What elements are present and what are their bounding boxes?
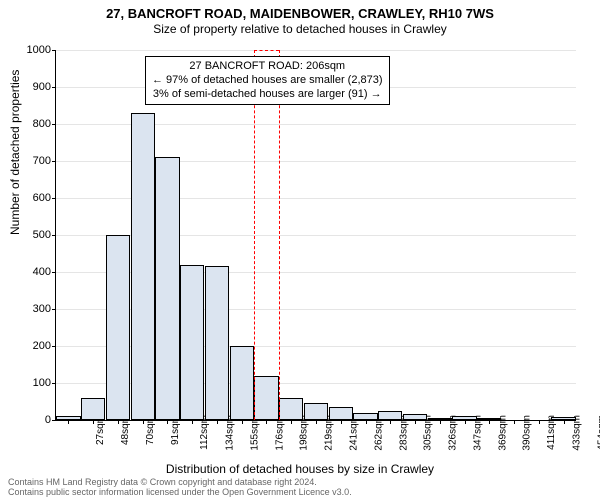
ytick-mark: [52, 161, 56, 162]
xtick-label: 283sqm: [398, 415, 409, 451]
chart-area: 0100200300400500600700800900100027sqm48s…: [55, 50, 575, 420]
xtick-mark: [266, 420, 267, 424]
xtick-mark: [489, 420, 490, 424]
marker-line: [279, 50, 281, 420]
xtick-mark: [415, 420, 416, 424]
xtick-mark: [242, 420, 243, 424]
callout-line1: 27 BANCROFT ROAD: 206sqm: [152, 60, 383, 74]
xtick-label: 176sqm: [274, 415, 285, 451]
ytick-label: 1000: [21, 44, 51, 56]
gridline: [56, 50, 576, 51]
callout-line3: 3% of semi-detached houses are larger (9…: [152, 88, 383, 102]
bar: [304, 403, 328, 420]
ytick-mark: [52, 346, 56, 347]
xtick-label: 262sqm: [373, 415, 384, 451]
ytick-mark: [52, 272, 56, 273]
y-axis-label: Number of detached properties: [8, 70, 22, 235]
bar: [106, 235, 130, 420]
plot-region: 0100200300400500600700800900100027sqm48s…: [55, 50, 576, 421]
bar: [279, 398, 303, 420]
ytick-mark: [52, 309, 56, 310]
xtick-mark: [514, 420, 515, 424]
ytick-mark: [52, 87, 56, 88]
bar: [180, 265, 204, 420]
bar: [230, 346, 254, 420]
chart-title: 27, BANCROFT ROAD, MAIDENBOWER, CRAWLEY,…: [0, 0, 600, 21]
ytick-label: 500: [21, 229, 51, 241]
x-axis-label: Distribution of detached houses by size …: [0, 462, 600, 476]
xtick-mark: [366, 420, 367, 424]
xtick-mark: [68, 420, 69, 424]
footer-line2: Contains public sector information licen…: [8, 488, 352, 498]
ytick-mark: [52, 383, 56, 384]
xtick-mark: [564, 420, 565, 424]
footer: Contains HM Land Registry data © Crown c…: [8, 478, 352, 498]
xtick-mark: [390, 420, 391, 424]
chart-subtitle: Size of property relative to detached ho…: [0, 21, 600, 36]
xtick-label: 155sqm: [250, 415, 261, 451]
xtick-mark: [217, 420, 218, 424]
xtick-mark: [465, 420, 466, 424]
ytick-mark: [52, 124, 56, 125]
xtick-label: 454sqm: [596, 415, 600, 451]
xtick-mark: [440, 420, 441, 424]
ytick-label: 400: [21, 266, 51, 278]
xtick-label: 198sqm: [299, 415, 310, 451]
ytick-label: 100: [21, 377, 51, 389]
ytick-mark: [52, 420, 56, 421]
ytick-mark: [52, 198, 56, 199]
xtick-label: 305sqm: [423, 415, 434, 451]
ytick-label: 800: [21, 118, 51, 130]
callout-box: 27 BANCROFT ROAD: 206sqm ← 97% of detach…: [145, 56, 390, 105]
bar: [205, 266, 229, 420]
xtick-label: 326sqm: [448, 415, 459, 451]
xtick-label: 241sqm: [349, 415, 360, 451]
ytick-label: 600: [21, 192, 51, 204]
xtick-label: 433sqm: [571, 415, 582, 451]
ytick-label: 700: [21, 155, 51, 167]
xtick-label: 134sqm: [225, 415, 236, 451]
ytick-mark: [52, 235, 56, 236]
xtick-label: 347sqm: [472, 415, 483, 451]
xtick-label: 219sqm: [324, 415, 335, 451]
bar: [378, 411, 402, 420]
bar: [254, 376, 278, 420]
xtick-mark: [192, 420, 193, 424]
xtick-mark: [143, 420, 144, 424]
ytick-mark: [52, 50, 56, 51]
callout-line2: ← 97% of detached houses are smaller (2,…: [152, 74, 383, 88]
xtick-mark: [291, 420, 292, 424]
bar: [81, 398, 105, 420]
ytick-label: 300: [21, 303, 51, 315]
bar: [329, 407, 353, 420]
bar: [155, 157, 179, 420]
xtick-mark: [316, 420, 317, 424]
xtick-mark: [167, 420, 168, 424]
xtick-mark: [93, 420, 94, 424]
ytick-label: 900: [21, 81, 51, 93]
marker-line: [254, 50, 256, 420]
xtick-mark: [539, 420, 540, 424]
xtick-label: 411sqm: [546, 415, 557, 450]
xtick-label: 390sqm: [522, 415, 533, 451]
xtick-label: 112sqm: [199, 415, 210, 450]
bar: [353, 413, 377, 420]
xtick-label: 369sqm: [497, 415, 508, 451]
marker-line: [254, 50, 279, 52]
xtick-mark: [118, 420, 119, 424]
ytick-label: 0: [21, 414, 51, 426]
ytick-label: 200: [21, 340, 51, 352]
bar: [131, 113, 155, 420]
xtick-mark: [341, 420, 342, 424]
